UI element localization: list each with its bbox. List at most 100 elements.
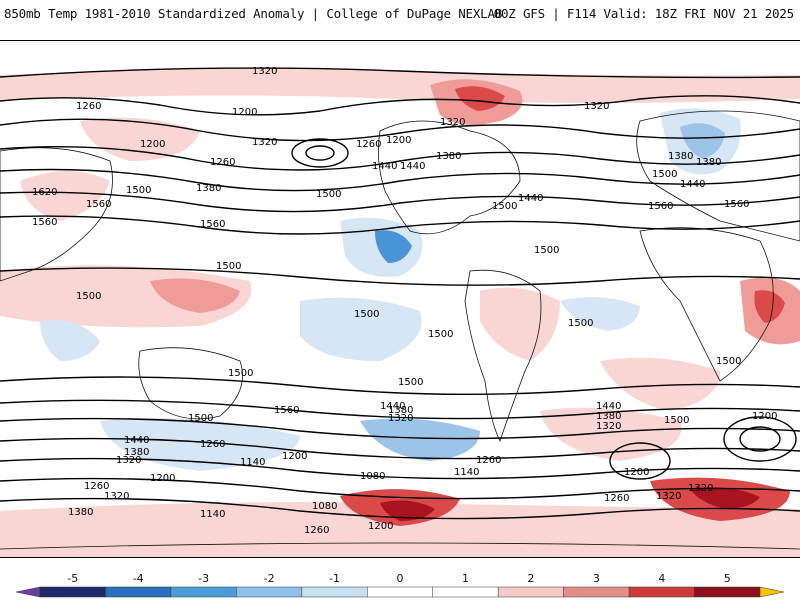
colorbar-segment	[236, 586, 303, 598]
contour-label: 1500	[216, 261, 241, 272]
europe-asia-outline	[636, 110, 800, 242]
warm-anomaly-se-pacific-deep	[690, 487, 760, 509]
contour-label: 1380	[436, 151, 461, 162]
warm-anomaly-greenland-core	[455, 86, 505, 111]
warm-anomaly-antarctic-band	[0, 502, 800, 557]
contour-label: 1560	[648, 201, 673, 212]
south-america-outline	[464, 269, 542, 443]
contour-label: 1380	[596, 411, 621, 422]
contour-1500-eq	[0, 267, 800, 286]
colorbar-segment	[694, 586, 761, 598]
contour-1380-n	[0, 146, 800, 171]
contour-label: 1200	[282, 451, 307, 462]
contour-label: 1620	[32, 187, 57, 198]
warm-anomaly-arctic	[0, 68, 800, 103]
colorbar-svg	[15, 586, 785, 598]
contour-low-npacific	[291, 138, 349, 168]
contour-label: 1440	[380, 401, 405, 412]
colorbar-tick-label: 0	[396, 572, 404, 585]
colorbar-segment	[105, 586, 172, 598]
asia-west-outline	[0, 147, 113, 282]
contour-1200-s	[0, 477, 800, 500]
contour-label: 1200	[624, 467, 649, 478]
contour-label: 1320	[440, 117, 465, 128]
map-title: 850mb Temp 1981-2010 Standardized Anomal…	[4, 6, 503, 21]
contour-1320-arctic	[0, 67, 800, 79]
contour-1560-n	[0, 215, 800, 235]
contour-label: 1440	[680, 179, 705, 190]
contour-label: 1320	[584, 101, 609, 112]
colorbar-tick-label: 4	[658, 572, 666, 585]
colorbar-segment	[628, 586, 695, 598]
contour-label: 1260	[210, 157, 235, 168]
cool-anomaly-europe-core	[680, 123, 725, 159]
contour-label: 1140	[200, 509, 225, 520]
colorbar-extend-high	[759, 586, 785, 598]
colorbar-segment	[301, 586, 368, 598]
continent-outlines	[0, 110, 800, 550]
contour-label: 1260	[476, 455, 501, 466]
contour-low-seindian	[723, 416, 797, 462]
contour-1500-n	[0, 191, 800, 213]
contour-label: 1500	[76, 291, 101, 302]
contour-label: 1500	[188, 413, 213, 424]
contour-label: 1260	[200, 439, 225, 450]
contour-label: 1200	[232, 107, 257, 118]
contour-label: 1080	[312, 501, 337, 512]
colorbar: -5 -4 -3 -2 -1 0 1 2 3 4 5	[0, 572, 800, 600]
colorbar-segment	[563, 586, 630, 598]
contour-label: 1500	[126, 185, 151, 196]
contour-1140-s	[0, 497, 800, 520]
model-run-info: 00Z GFS | F114 Valid: 18Z FRI NOV 21 202…	[493, 6, 795, 21]
colorbar-tick-label: -1	[329, 572, 341, 585]
contour-label: 1500	[228, 368, 253, 379]
colorbar-extend-low	[15, 586, 41, 598]
antarctica-outline	[0, 542, 800, 550]
contour-low-spacific	[609, 442, 671, 480]
header: 850mb Temp 1981-2010 Standardized Anomal…	[0, 0, 800, 40]
cool-anomaly-e-pacific-core	[375, 230, 412, 263]
colorbar-tick-label: -5	[67, 572, 79, 585]
contour-labels: 1320 1260 1200 1200 1320 1260 1260 1200 …	[32, 66, 777, 536]
colorbar-tick-label: 1	[461, 572, 469, 585]
contour-label: 1500	[428, 329, 453, 340]
contour-label: 1440	[518, 193, 543, 204]
colorbar-tick-label: -4	[132, 572, 144, 585]
warm-anomaly-antarctic-deep	[380, 500, 435, 521]
contour-label: 1500	[664, 415, 689, 426]
height-contours	[0, 67, 800, 520]
colorbar-tick-label: -2	[263, 572, 275, 585]
contour-label: 1560	[724, 199, 749, 210]
contour-label: 1500	[316, 189, 341, 200]
cool-anomaly-central-pacific	[300, 297, 422, 361]
contour-label: 1560	[274, 405, 299, 416]
contour-label: 1320	[104, 491, 129, 502]
contour-1440-s	[0, 399, 800, 420]
contour-label: 1140	[240, 457, 265, 468]
contour-label: 1500	[652, 169, 677, 180]
weather-map[interactable]: 1320 1260 1200 1200 1320 1260 1260 1200 …	[0, 40, 800, 558]
contour-label: 1260	[76, 101, 101, 112]
australia-outline	[138, 347, 243, 420]
contour-label: 1200	[140, 139, 165, 150]
contour-label: 1380	[196, 183, 221, 194]
contour-label: 1320	[688, 483, 713, 494]
contour-1260-n	[0, 95, 800, 116]
contour-label: 1500	[492, 201, 517, 212]
cool-anomaly-w-pacific	[40, 320, 100, 361]
contour-1380-s	[0, 417, 800, 440]
contour-low-npacific-inner	[305, 145, 335, 161]
contour-label: 1320	[656, 491, 681, 502]
contour-1440-n	[0, 168, 800, 192]
colorbar-segment	[170, 586, 237, 598]
contour-label: 1200	[386, 135, 411, 146]
contour-1320-s	[0, 437, 800, 460]
warm-anomaly-tropics-core	[150, 278, 240, 313]
contour-label: 1200	[752, 411, 777, 422]
colorbar-tick-label: 2	[527, 572, 535, 585]
contour-label: 1380	[388, 405, 413, 416]
cool-anomaly-s-ocean-w	[100, 418, 300, 471]
colorbar-segment	[39, 586, 106, 598]
contour-label: 1380	[124, 447, 149, 458]
contour-label: 1500	[354, 309, 379, 320]
